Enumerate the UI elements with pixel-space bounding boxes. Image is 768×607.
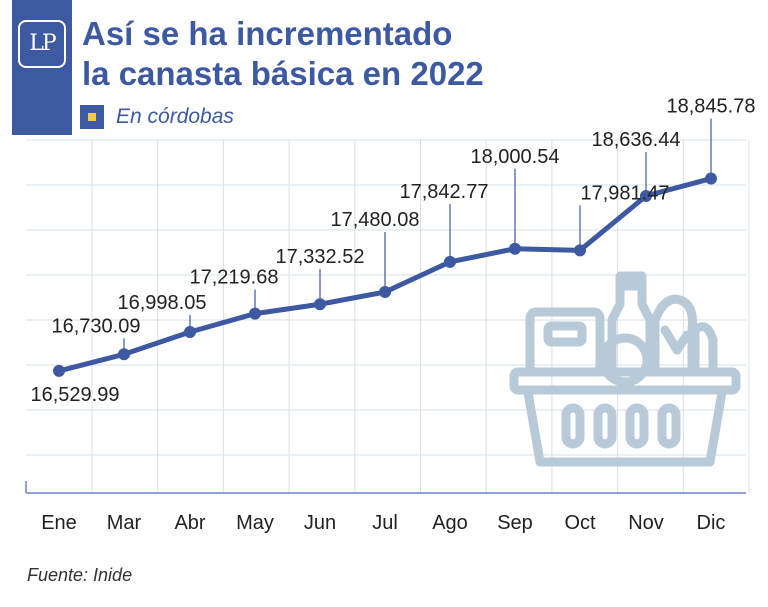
x-tick-label: Jun (304, 512, 336, 534)
legend-label: En córdobas (116, 105, 234, 128)
data-label: 18,845.78 (667, 96, 756, 118)
chart-title: Así se ha incrementado la canasta básica… (82, 14, 484, 94)
data-point (509, 242, 521, 255)
x-tick-label: Oct (564, 512, 596, 534)
data-label: 16,998.05 (118, 292, 207, 314)
data-point (444, 255, 456, 268)
data-label: 17,842.77 (400, 181, 489, 203)
data-label: 17,480.08 (331, 209, 420, 231)
data-label: 18,636.44 (592, 129, 681, 151)
x-tick-label: May (236, 512, 274, 534)
data-label: 18,000.54 (471, 146, 560, 168)
x-tick-label: Ene (41, 512, 77, 534)
data-point (574, 244, 586, 257)
title-line-2: la canasta básica en 2022 (82, 55, 484, 92)
x-tick-label: Nov (628, 512, 664, 534)
data-point (379, 285, 391, 298)
data-point (705, 172, 717, 185)
data-label: 17,332.52 (276, 246, 365, 268)
x-tick-label: Sep (497, 512, 533, 534)
grocery-basket-icon (509, 271, 741, 467)
data-point (314, 298, 326, 311)
data-point (249, 307, 261, 320)
data-point (53, 364, 65, 377)
data-label: 17,219.68 (190, 267, 279, 289)
x-tick-label: Mar (107, 512, 142, 534)
data-label: 16,730.09 (52, 315, 141, 337)
data-label: 17,981.47 (581, 182, 670, 204)
x-tick-label: Abr (174, 512, 205, 534)
x-tick-label: Ago (432, 512, 468, 534)
logo: LP (18, 20, 66, 68)
data-point (118, 348, 130, 361)
data-point (640, 189, 652, 202)
title-line-1: Así se ha incrementado (82, 15, 453, 52)
source-note: Fuente: Inide (27, 565, 133, 585)
x-tick-label: Jul (372, 512, 398, 534)
x-tick-label: Dic (697, 512, 726, 534)
data-point (184, 326, 196, 339)
legend-swatch (80, 105, 104, 129)
data-label: 16,529.99 (31, 384, 120, 406)
